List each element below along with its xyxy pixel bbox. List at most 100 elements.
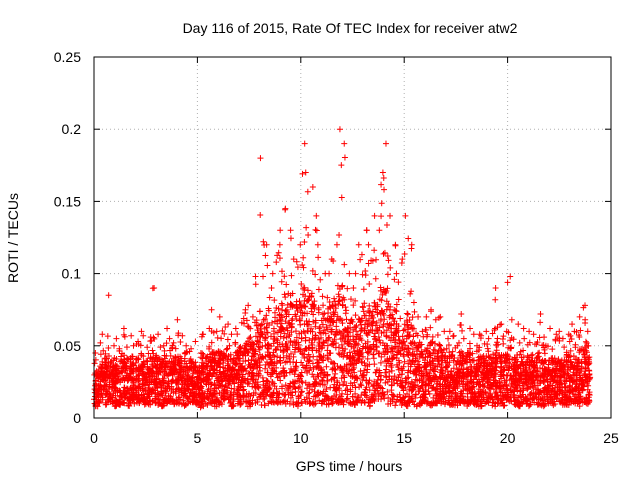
data-point: [262, 252, 269, 259]
data-point: [422, 391, 429, 398]
data-point: [245, 361, 252, 368]
data-point: [293, 258, 300, 265]
data-point: [361, 399, 368, 406]
data-point: [372, 387, 379, 394]
data-point: [206, 343, 213, 350]
data-point: [131, 400, 138, 407]
data-point: [378, 307, 385, 314]
data-point: [297, 321, 304, 328]
data-point: [171, 371, 178, 378]
data-point: [335, 399, 342, 406]
data-point: [426, 359, 433, 366]
data-point: [235, 350, 242, 357]
data-point: [362, 272, 369, 279]
data-point: [218, 335, 225, 342]
data-point: [393, 301, 400, 308]
data-point: [395, 279, 402, 286]
data-point: [324, 294, 331, 301]
data-point: [260, 316, 267, 323]
data-point: [387, 212, 394, 219]
data-point: [351, 369, 358, 376]
data-point: [384, 271, 391, 278]
data-point: [268, 285, 275, 292]
data-point: [271, 297, 278, 304]
data-point: [435, 314, 442, 321]
data-point: [371, 299, 378, 306]
data-point: [174, 370, 181, 377]
data-point: [287, 394, 294, 401]
data-point: [257, 344, 264, 351]
data-point: [410, 357, 417, 364]
data-point: [434, 350, 441, 357]
data-point: [328, 326, 335, 333]
data-point: [306, 389, 313, 396]
data-point: [378, 297, 385, 304]
data-point: [295, 384, 302, 391]
data-point: [110, 357, 117, 364]
data-point: [422, 363, 429, 370]
data-point: [352, 270, 359, 277]
data-point: [248, 369, 255, 376]
data-point: [273, 335, 280, 342]
data-point: [409, 339, 416, 346]
data-point: [112, 373, 119, 380]
data-point: [357, 328, 364, 335]
data-point: [95, 374, 102, 381]
data-point: [298, 378, 305, 385]
data-point: [404, 310, 411, 317]
data-point: [295, 393, 302, 400]
data-point: [258, 355, 265, 362]
data-point: [288, 350, 294, 357]
data-point: [424, 398, 431, 405]
data-point: [327, 316, 334, 323]
data-point: [427, 354, 434, 361]
data-point: [178, 368, 185, 375]
data-point: [301, 329, 308, 336]
data-point: [319, 293, 326, 300]
data-point: [319, 377, 326, 384]
data-point: [205, 396, 212, 403]
data-point: [137, 342, 144, 349]
data-point: [244, 376, 251, 383]
data-point: [363, 384, 370, 391]
data-point: [395, 366, 402, 373]
data-point: [372, 343, 379, 350]
data-point: [413, 344, 420, 351]
data-point: [259, 374, 266, 381]
data-point: [358, 337, 365, 344]
data-point: [290, 353, 297, 360]
data-point: [402, 384, 409, 391]
data-point: [276, 255, 283, 262]
data-point: [326, 303, 333, 310]
data-point: [153, 375, 160, 382]
data-point: [358, 251, 365, 258]
data-point: [121, 395, 128, 402]
data-point: [211, 389, 218, 396]
data-point: [315, 380, 322, 387]
data-point: [183, 342, 190, 349]
data-point: [182, 390, 189, 397]
data-point: [361, 360, 368, 367]
data-point: [364, 366, 371, 373]
data-point: [215, 360, 222, 367]
data-point: [343, 354, 350, 361]
data-point: [339, 334, 346, 341]
data-point: [207, 379, 214, 386]
data-point: [227, 391, 234, 398]
data-point: [253, 341, 260, 348]
data-point: [400, 353, 407, 360]
data-point: [343, 365, 350, 372]
data-point: [332, 305, 339, 312]
data-point: [211, 359, 218, 366]
data-point: [196, 370, 203, 377]
data-point: [172, 390, 179, 397]
data-point: [199, 391, 206, 398]
data-point: [330, 393, 337, 400]
data-point: [434, 332, 441, 339]
data-point: [216, 401, 223, 408]
data-point: [188, 345, 195, 352]
data-point: [385, 358, 392, 365]
data-point: [422, 381, 429, 388]
data-point: [342, 310, 349, 317]
data-point: [376, 337, 383, 344]
